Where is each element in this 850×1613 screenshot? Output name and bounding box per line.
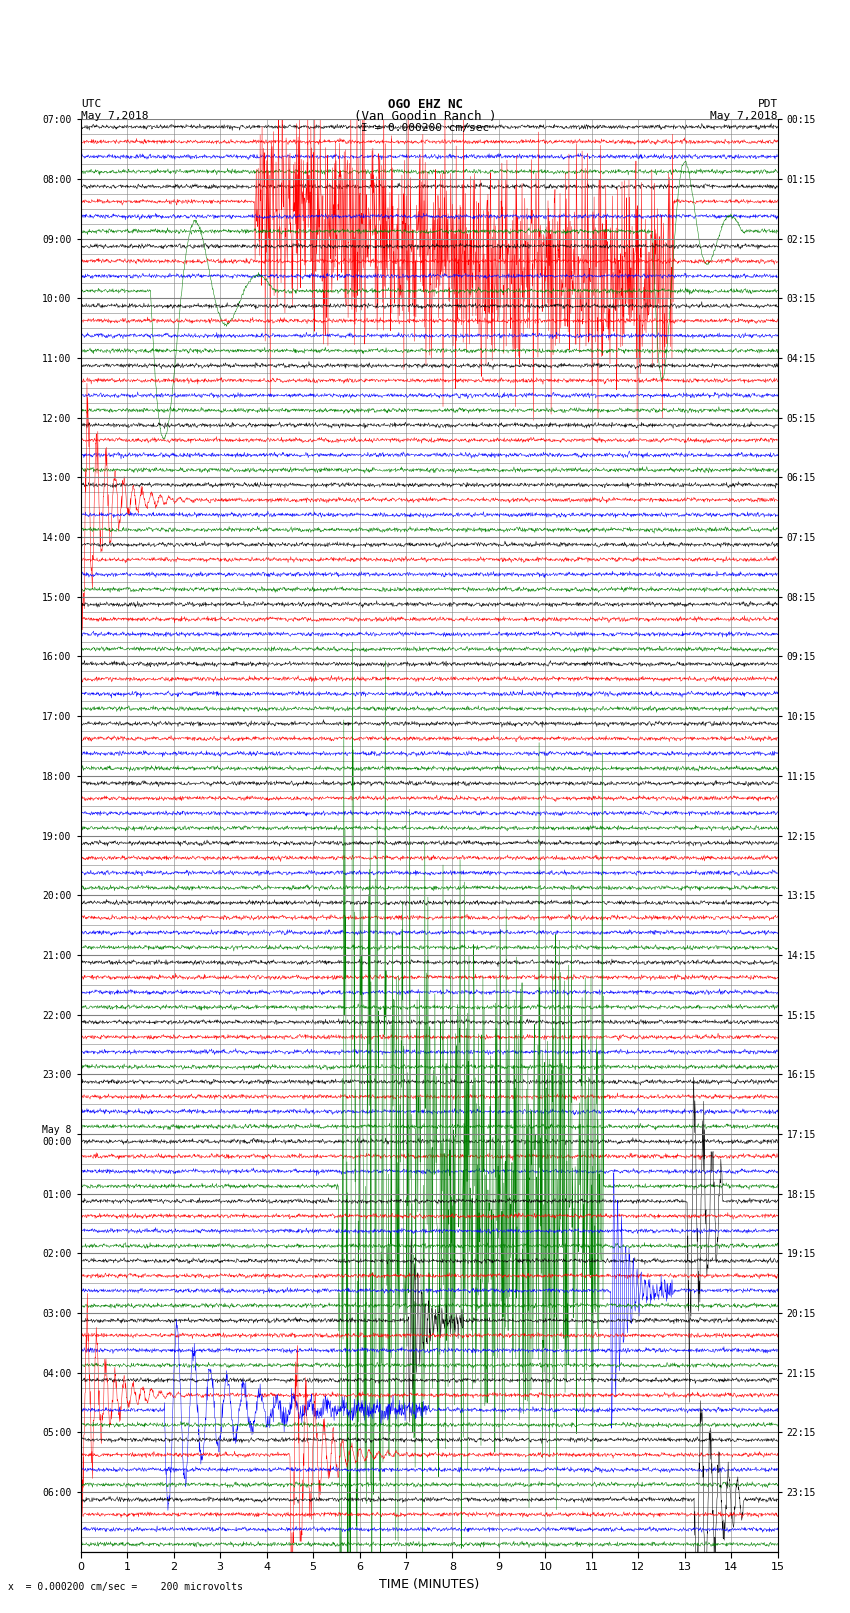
Text: I = 0.000200 cm/sec: I = 0.000200 cm/sec bbox=[361, 123, 489, 134]
X-axis label: TIME (MINUTES): TIME (MINUTES) bbox=[379, 1578, 479, 1590]
Text: x  = 0.000200 cm/sec =    200 microvolts: x = 0.000200 cm/sec = 200 microvolts bbox=[8, 1582, 243, 1592]
Text: May 7,2018: May 7,2018 bbox=[711, 111, 778, 121]
Text: PDT: PDT bbox=[757, 98, 778, 110]
Text: (Van Goodin Ranch ): (Van Goodin Ranch ) bbox=[354, 110, 496, 123]
Text: UTC: UTC bbox=[81, 98, 101, 110]
Text: May 7,2018: May 7,2018 bbox=[81, 111, 148, 121]
Text: OGO EHZ NC: OGO EHZ NC bbox=[388, 97, 462, 111]
